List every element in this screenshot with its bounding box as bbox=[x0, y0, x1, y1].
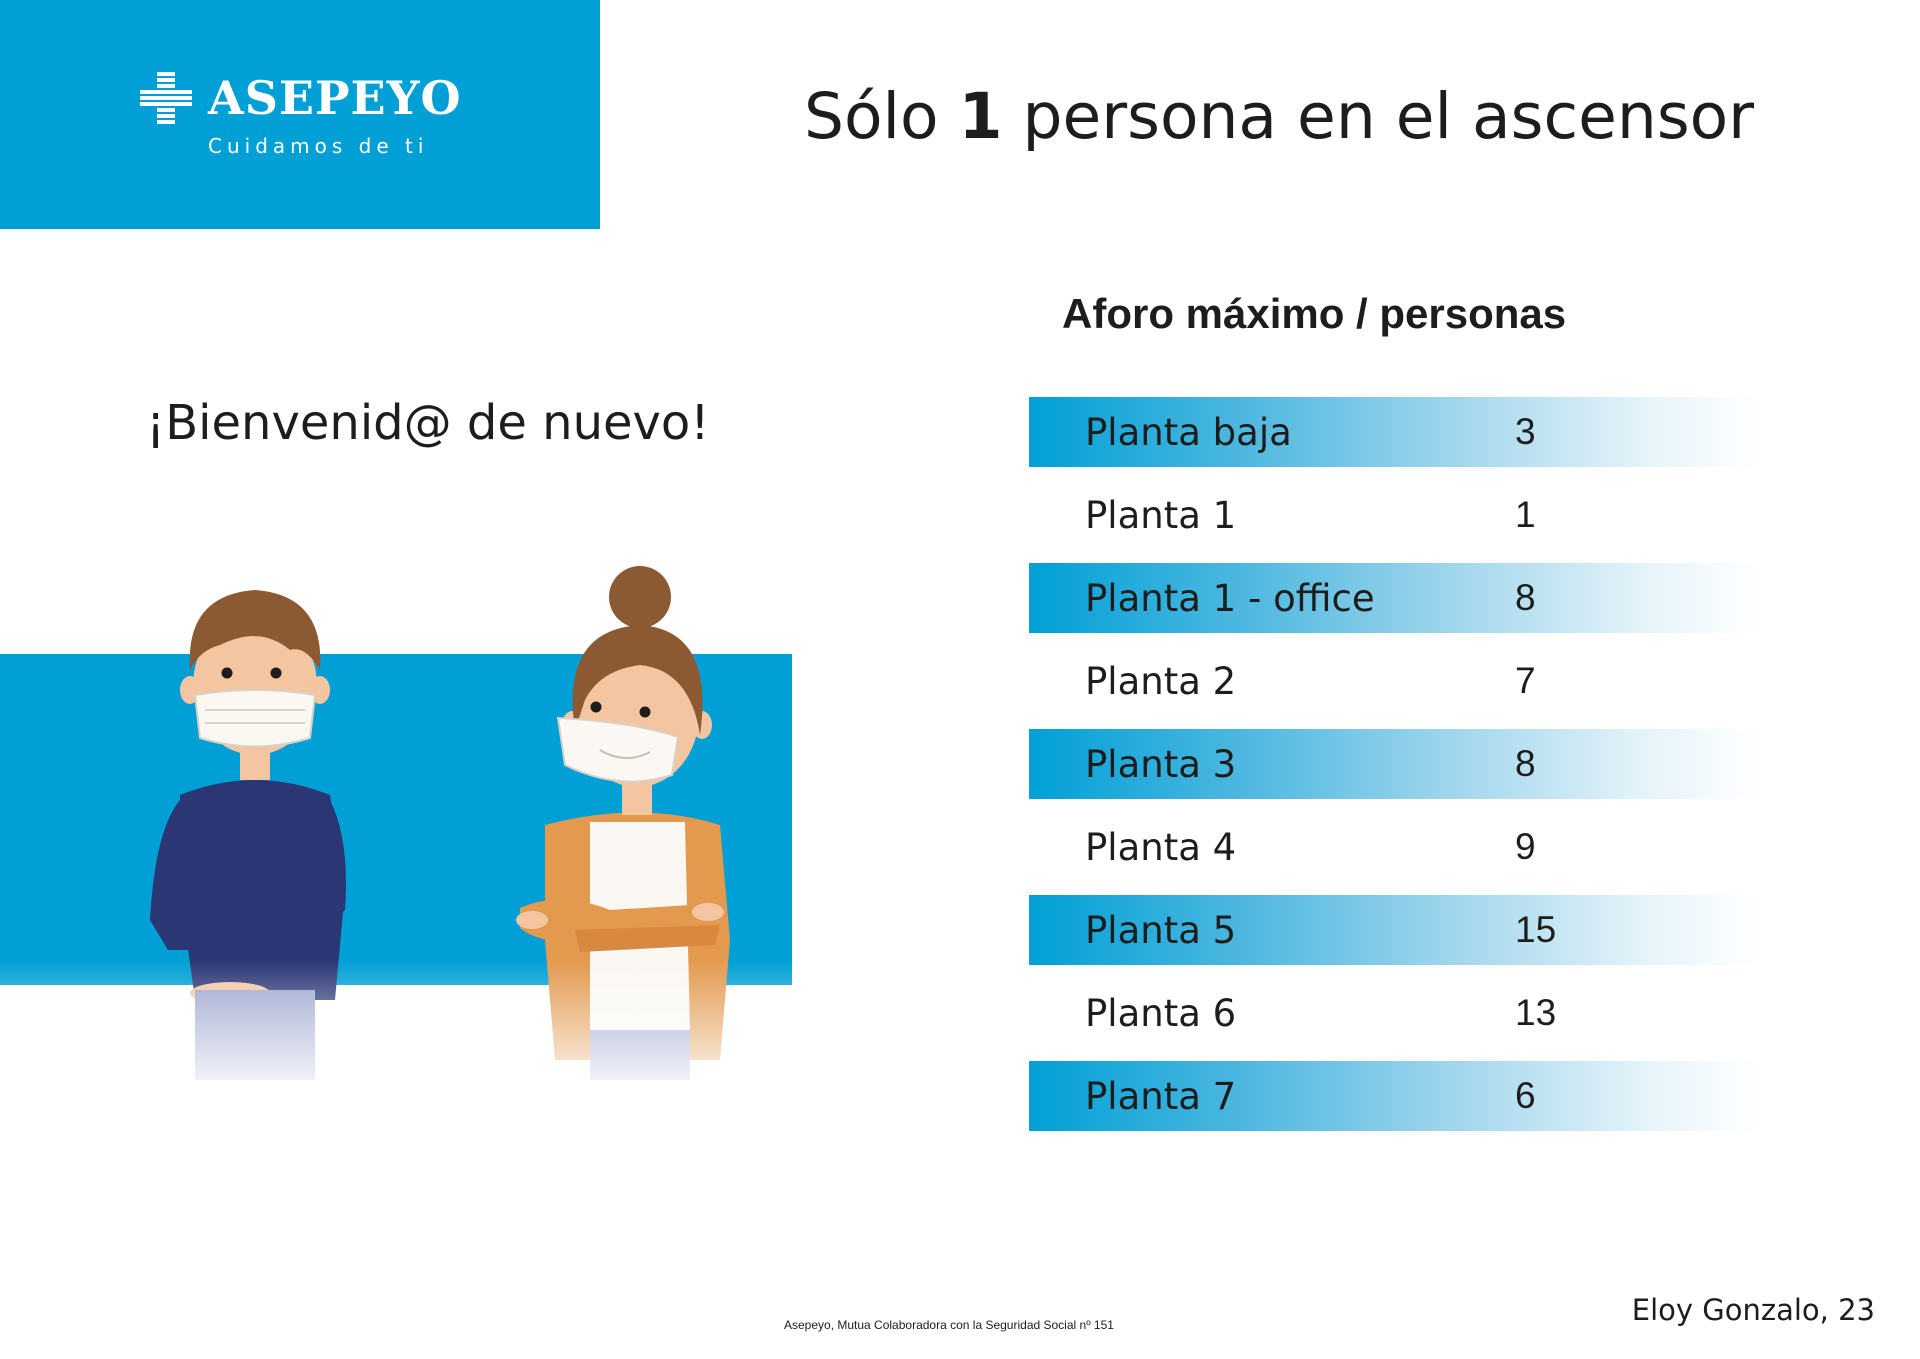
floor-label: Planta 2 bbox=[1085, 660, 1237, 703]
floor-capacity: 13 bbox=[1515, 992, 1557, 1033]
floor-capacity: 1 bbox=[1515, 494, 1536, 535]
brand-logo: ASEPEYO bbox=[140, 70, 462, 126]
capacity-row: Planta baja 3 bbox=[1029, 397, 1759, 467]
capacity-row: Planta 7 6 bbox=[1029, 1061, 1759, 1131]
floor-label: Planta 1 bbox=[1085, 494, 1237, 537]
capacity-row: Planta 5 15 bbox=[1029, 895, 1759, 965]
page-title: Sólo 1 persona en el ascensor bbox=[804, 80, 1754, 153]
capacity-row: Planta 4 9 bbox=[1029, 812, 1759, 882]
capacity-row: Planta 2 7 bbox=[1029, 646, 1759, 716]
floor-capacity: 9 bbox=[1515, 826, 1536, 867]
floor-label: Planta 5 bbox=[1085, 909, 1237, 952]
title-number: 1 bbox=[958, 80, 1003, 153]
asepeyo-cross-icon bbox=[140, 72, 192, 124]
capacity-row: Planta 3 8 bbox=[1029, 729, 1759, 799]
footer-legal-note: Asepeyo, Mutua Colaboradora con la Segur… bbox=[784, 1318, 1114, 1332]
brand-block: ASEPEYO Cuidamos de ti bbox=[0, 0, 600, 229]
floor-capacity: 15 bbox=[1515, 909, 1557, 950]
address: Eloy Gonzalo, 23 bbox=[1631, 1293, 1875, 1327]
capacity-table: Planta baja 3 Planta 1 1 Planta 1 - offi… bbox=[1029, 397, 1759, 1144]
floor-label: Planta 4 bbox=[1085, 826, 1237, 869]
capacity-row: Planta 6 13 bbox=[1029, 978, 1759, 1048]
floor-capacity: 3 bbox=[1515, 411, 1536, 452]
floor-capacity: 8 bbox=[1515, 577, 1536, 618]
capacity-row: Planta 1 1 bbox=[1029, 480, 1759, 550]
floor-capacity: 6 bbox=[1515, 1075, 1536, 1116]
floor-label: Planta 7 bbox=[1085, 1075, 1237, 1118]
title-prefix: Sólo bbox=[804, 80, 959, 153]
floor-capacity: 7 bbox=[1515, 660, 1536, 701]
floor-label: Planta baja bbox=[1085, 411, 1292, 454]
brand-name: ASEPEYO bbox=[208, 71, 462, 125]
brand-tagline: Cuidamos de ti bbox=[208, 134, 429, 158]
title-suffix: persona en el ascensor bbox=[1002, 80, 1755, 153]
floor-label: Planta 6 bbox=[1085, 992, 1237, 1035]
masked-people-illustration bbox=[0, 566, 800, 1100]
capacity-row: Planta 1 - office 8 bbox=[1029, 563, 1759, 633]
floor-label: Planta 3 bbox=[1085, 743, 1237, 786]
capacity-heading: Aforo máximo / personas bbox=[1062, 290, 1567, 337]
floor-label: Planta 1 - office bbox=[1085, 577, 1375, 620]
floor-capacity: 8 bbox=[1515, 743, 1536, 784]
welcome-message: ¡Bienvenid@ de nuevo! bbox=[146, 395, 710, 451]
